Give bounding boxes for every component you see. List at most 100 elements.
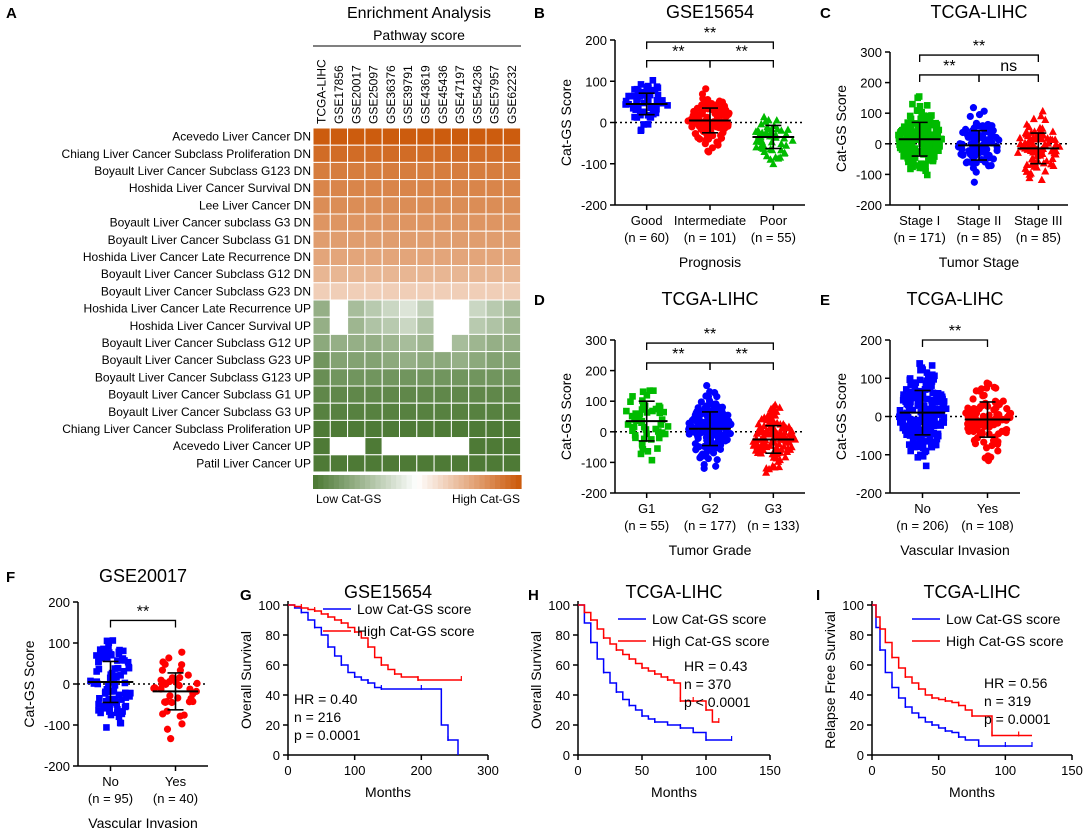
data-point	[704, 454, 712, 463]
data-point	[907, 381, 914, 389]
x-tick-label: 0	[574, 763, 581, 778]
heatmap-cell	[433, 179, 452, 198]
data-point	[100, 645, 107, 653]
data-point	[717, 131, 725, 139]
heatmap-cell	[416, 385, 435, 404]
heatmap-cell	[468, 316, 487, 335]
survival-panel-i: TCGA-LIHC 100 80 60 40 20 00 50 100 150 Relapse Fr…	[822, 582, 1083, 800]
heatmap-cell	[502, 299, 522, 318]
heatmap-cell	[364, 161, 383, 181]
significance-bracket	[646, 59, 711, 68]
scatter-panel-c: TCGA-LIHC 300 200 100 0 -100 -200 Cat-GS Score S…	[833, 2, 1068, 270]
data-point	[910, 394, 918, 402]
data-point	[903, 127, 911, 135]
data-point	[934, 389, 942, 397]
data-point	[902, 386, 910, 393]
heatmap-legend-swatch	[349, 475, 356, 489]
data-point	[722, 112, 730, 121]
category-label: Stage III	[1014, 213, 1062, 228]
heatmap-cell	[502, 230, 522, 249]
data-point	[980, 391, 988, 399]
data-point	[925, 157, 932, 164]
data-point	[782, 130, 791, 138]
x-tick-label: 100	[344, 763, 366, 778]
data-point	[643, 391, 651, 399]
data-point	[791, 435, 800, 443]
data-point	[1036, 111, 1045, 120]
data-point	[121, 689, 129, 697]
heatmap-cell	[399, 299, 418, 318]
heatmap-cell	[450, 419, 470, 439]
heatmap-cell	[485, 179, 504, 198]
heatmap-legend-swatch	[375, 475, 382, 489]
heatmap-cell	[399, 161, 418, 181]
heatmap-row-label: Chiang Liver Cancer Subclass Proliferati…	[62, 422, 311, 436]
data-point	[639, 388, 647, 396]
data-point	[710, 118, 718, 126]
heatmap-cell	[468, 213, 487, 232]
data-point	[108, 651, 115, 659]
heatmap-cell	[416, 196, 435, 215]
heatmap-cell	[364, 402, 383, 421]
data-point	[772, 407, 781, 415]
significance-label: **	[704, 25, 716, 42]
data-point	[922, 160, 929, 168]
data-point	[630, 423, 638, 431]
data-point	[923, 102, 931, 109]
y-tick-label: -200	[44, 759, 70, 774]
category-label: G1	[638, 501, 655, 516]
heatmap-cell	[329, 230, 349, 249]
heatmap-cell	[485, 333, 504, 353]
heatmap-cell	[416, 454, 435, 473]
heatmap-cell	[502, 333, 522, 353]
heatmap-cell	[502, 179, 522, 198]
heatmap-cell	[468, 196, 487, 215]
scatter-title: TCGA-LIHC	[930, 2, 1027, 22]
heatmap-cell	[433, 247, 452, 267]
y-tick-label: 100	[860, 371, 882, 386]
data-point	[992, 384, 1000, 392]
category-label: Stage I	[899, 213, 940, 228]
heatmap-legend-swatch	[354, 475, 361, 489]
data-point	[184, 671, 192, 679]
y-tick-label: 80	[556, 628, 570, 643]
data-point	[766, 155, 775, 163]
heatmap-cell	[381, 247, 401, 267]
data-point	[909, 438, 917, 445]
heatmap-cell	[312, 179, 331, 198]
heatmap-cell	[312, 402, 331, 421]
data-point	[627, 92, 635, 100]
data-point	[969, 164, 978, 172]
heatmap-cell	[450, 368, 470, 387]
data-point	[1022, 120, 1031, 128]
heatmap-cell	[416, 265, 435, 284]
heatmap-legend-swatch	[417, 475, 423, 489]
legend-label: Low Cat-GS score	[357, 601, 472, 617]
heatmap-cell	[329, 161, 349, 181]
data-point	[640, 423, 648, 431]
data-point	[629, 427, 636, 434]
heatmap-cell	[381, 299, 401, 318]
data-point	[1039, 158, 1048, 167]
data-point	[896, 413, 903, 421]
data-point	[698, 90, 707, 98]
heatmap-cell	[399, 265, 418, 284]
significance-label: **	[137, 603, 149, 620]
data-point	[900, 123, 908, 130]
heatmap-cell	[399, 127, 418, 146]
heatmap-cell	[433, 144, 452, 163]
data-point	[639, 446, 647, 453]
data-point	[993, 399, 1001, 407]
heatmap-legend-swatch	[479, 475, 486, 489]
group-count-label: (n = 55)	[624, 518, 669, 533]
data-point	[971, 137, 979, 145]
data-point	[1040, 140, 1049, 148]
heatmap-column-label: GSE54236	[470, 65, 484, 124]
data-point	[914, 393, 922, 401]
heatmap-cell	[329, 179, 349, 198]
heatmap-cell	[381, 265, 401, 284]
x-axis-label: Vascular Invasion	[88, 815, 197, 831]
category-label: Intermediate	[674, 213, 746, 228]
legend-label: Low Cat-GS score	[946, 611, 1061, 627]
significance-label: **	[735, 346, 747, 363]
